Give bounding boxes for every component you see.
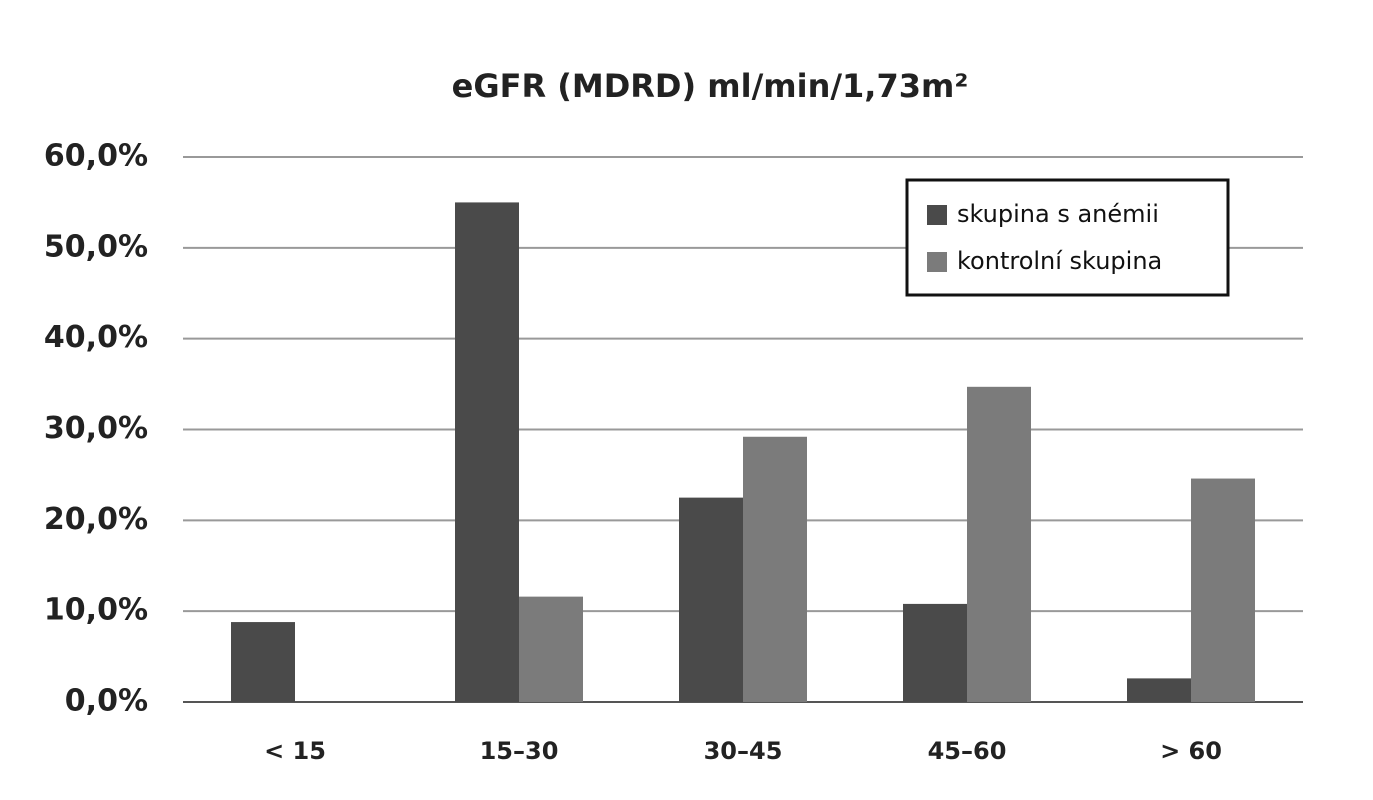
bar	[1127, 678, 1191, 702]
legend-label: kontrolní skupina	[957, 247, 1162, 275]
y-tick-label: 20,0%	[44, 502, 148, 537]
y-tick-label: 0,0%	[65, 684, 148, 719]
legend-box	[905, 178, 1230, 297]
bar	[455, 202, 519, 702]
bar	[743, 436, 807, 702]
bar	[231, 622, 295, 702]
bar	[679, 497, 743, 702]
x-tick-label: > 60	[1160, 737, 1222, 765]
y-tick-label: 10,0%	[44, 593, 148, 628]
x-tick-label: 30–45	[704, 737, 783, 765]
y-tick-label: 30,0%	[44, 411, 148, 446]
y-tick-label: 40,0%	[44, 320, 148, 355]
bar	[903, 603, 967, 702]
chart-title: eGFR (MDRD) ml/min/1,73m²	[452, 67, 969, 105]
legend-swatch	[927, 252, 947, 272]
x-tick-label: 45–60	[928, 737, 1007, 765]
legend-label: skupina s anémii	[957, 200, 1159, 228]
bar	[1191, 478, 1255, 702]
y-tick-label: 50,0%	[44, 229, 148, 264]
x-tick-label: < 15	[264, 737, 326, 765]
bar	[967, 386, 1031, 702]
y-tick-label: 60,0%	[44, 139, 148, 174]
x-tick-label: 15–30	[480, 737, 559, 765]
bar	[519, 596, 583, 702]
legend-swatch	[927, 205, 947, 225]
